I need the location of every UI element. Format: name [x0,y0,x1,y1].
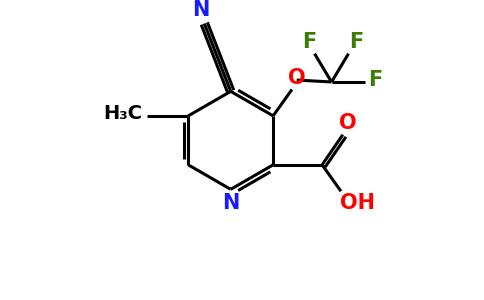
Text: O: O [288,68,305,88]
Text: F: F [349,32,363,52]
Text: OH: OH [340,193,376,212]
Text: N: N [192,0,209,20]
Text: H₃C: H₃C [103,104,142,124]
Text: O: O [339,113,356,134]
Text: F: F [302,32,316,52]
Text: N: N [222,193,240,212]
Text: F: F [368,70,382,90]
